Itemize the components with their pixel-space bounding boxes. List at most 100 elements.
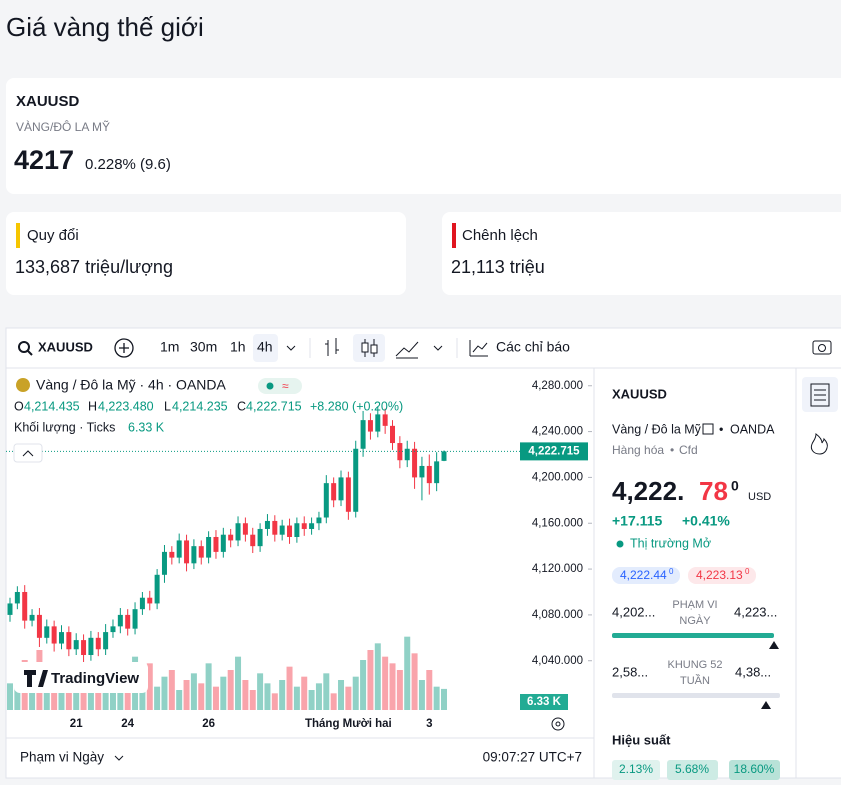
candle-body (103, 632, 109, 650)
accent (16, 223, 20, 248)
candle-body (434, 461, 440, 484)
side-name: Vàng / Đô la Mỹ (612, 422, 702, 436)
volume-bar (109, 690, 116, 710)
volume-tag (520, 694, 568, 710)
legend-label: C (237, 399, 246, 413)
candle-body (375, 414, 381, 432)
volume-bar (264, 683, 271, 710)
link-icon[interactable] (702, 423, 714, 435)
add-icon[interactable] (114, 338, 134, 358)
interval[interactable]: 4h (257, 339, 273, 355)
volume-bar (426, 670, 433, 710)
interval[interactable]: 1h (230, 339, 246, 355)
volume-bar (183, 680, 190, 710)
news-icon (810, 383, 830, 407)
volume-bar (198, 683, 205, 710)
candle-button[interactable] (353, 334, 385, 362)
hot-icon[interactable] (810, 433, 828, 455)
chevron[interactable] (286, 345, 296, 351)
volume-bar (220, 676, 227, 710)
separator: • (719, 422, 723, 436)
candle-body (419, 465, 425, 478)
candle-body (301, 523, 307, 529)
volume-bar (396, 670, 403, 710)
volume-bar (235, 656, 242, 710)
bar-icon[interactable] (325, 338, 339, 356)
chevron[interactable] (433, 345, 443, 351)
separator: • (670, 443, 674, 457)
card-label: Chênh lệch (462, 227, 538, 244)
candle-body (279, 525, 285, 535)
volume-bar (404, 636, 411, 710)
range-selector[interactable]: Phạm vi Ngày (20, 750, 104, 765)
volume-bar (257, 673, 264, 710)
indicators[interactable]: Các chỉ báo (496, 339, 570, 355)
toolbar-symbol[interactable]: XAUUSD (38, 339, 93, 354)
candle-body (323, 483, 329, 518)
interval[interactable]: 30m (190, 339, 217, 355)
volume-bar (249, 690, 256, 710)
symbol-desc: VÀNG/ĐÔ LA MỸ (16, 119, 110, 134)
legend-label: L (164, 399, 171, 413)
candle-body (272, 520, 278, 535)
collapse-button[interactable] (13, 443, 43, 463)
x-tick-label: 21 (70, 718, 83, 730)
volume-bar (29, 676, 36, 710)
volume-bar (338, 680, 345, 710)
candle-body (88, 637, 94, 656)
volume-bar (293, 686, 300, 710)
logo-box (14, 662, 148, 693)
market-dot (616, 540, 624, 548)
volume-bar (227, 670, 234, 710)
indicator-icon[interactable] (469, 340, 488, 357)
volume-bar (418, 680, 425, 710)
side-change-pct: +0.41% (682, 513, 730, 529)
price: 4217 (14, 145, 74, 175)
volume-bar (154, 686, 161, 710)
candle-icon (361, 342, 369, 353)
bid-pill (612, 567, 680, 584)
logo-mark (24, 670, 48, 687)
candle-body (287, 525, 293, 537)
year-range-marker (761, 701, 771, 709)
volume-bar (212, 686, 219, 710)
volume-legend-value: 6.33 K (128, 420, 165, 434)
spread-card (442, 212, 841, 295)
volume-bar (433, 686, 440, 710)
candle-body (206, 536, 212, 558)
perf-value: 5.68% (675, 762, 709, 776)
y-tick-label: 4,120.000 (532, 563, 583, 575)
search-icon[interactable] (18, 341, 30, 353)
side-price-sup: 0 (731, 478, 739, 494)
volume-bar (190, 673, 197, 710)
volume-bar (389, 663, 396, 710)
volume-bar (102, 680, 109, 710)
candle-body (360, 420, 366, 449)
volume-bar (301, 676, 308, 710)
ask-pill (688, 567, 756, 584)
camera-icon[interactable] (812, 340, 832, 355)
candle-body (250, 534, 256, 547)
volume-bar (146, 663, 153, 710)
volume-bar (367, 650, 374, 710)
year-high: 4,38... (735, 664, 771, 679)
candle-body (117, 614, 123, 627)
volume-bar (73, 676, 80, 710)
candle-body (125, 614, 131, 629)
candle-body (36, 614, 42, 638)
quote-card (6, 78, 841, 194)
volume-bar (315, 683, 322, 710)
logo-text: TradingView (51, 670, 139, 687)
legend-change: +8.280 (+0.20%) (310, 399, 403, 413)
volume-bar (176, 690, 183, 710)
volume-tag-label: 6.33 K (527, 696, 562, 708)
page-title: Giá vàng thế giới (6, 12, 204, 42)
y-tick-label: 4,280.000 (532, 380, 583, 392)
area-icon[interactable] (395, 341, 419, 357)
candle-body (264, 520, 270, 529)
settings-icon[interactable] (551, 717, 565, 731)
volume-bar (279, 680, 286, 710)
volume-bar (345, 686, 352, 710)
interval[interactable]: 1m (160, 339, 179, 355)
candle-body (169, 551, 175, 558)
